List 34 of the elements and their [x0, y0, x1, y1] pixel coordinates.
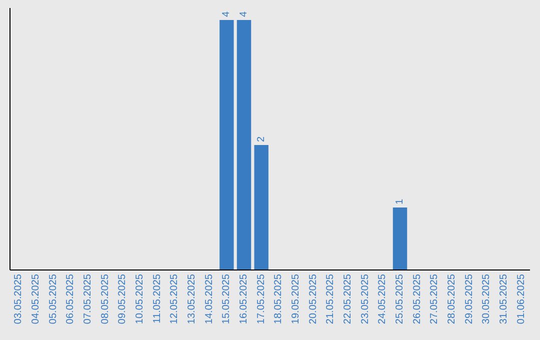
x-tick-label: 30.05.2025	[481, 274, 492, 324]
x-tick-label: 16.05.2025	[238, 274, 250, 324]
x-tick-label: 03.05.2025	[13, 274, 24, 324]
x-tick-label: 21.05.2025	[325, 274, 336, 324]
x-tick-label: 18.05.2025	[273, 274, 284, 324]
x-tick-label: 27.05.2025	[429, 274, 440, 324]
x-tick-label: 22.05.2025	[342, 274, 354, 324]
x-tick-label: 06.05.2025	[65, 274, 76, 324]
x-tick-label: 07.05.2025	[82, 274, 94, 324]
x-tick-label: 31.05.2025	[498, 274, 510, 324]
x-tick-label: 12.05.2025	[169, 274, 180, 324]
x-tick-label: 25.05.2025	[394, 274, 406, 324]
data-label: 2	[256, 136, 267, 142]
x-tick-label: 11.05.2025	[152, 274, 163, 324]
x-tick-label: 20.05.2025	[308, 274, 319, 324]
data-label: 4	[238, 11, 250, 17]
x-tick-label: 14.05.2025	[204, 274, 215, 324]
x-tick-label: 15.05.2025	[221, 274, 232, 324]
x-tick-label: 05.05.2025	[48, 274, 59, 324]
x-tick-label: 04.05.2025	[30, 274, 42, 324]
x-tick-label: 26.05.2025	[412, 274, 423, 324]
x-tick-label: 13.05.2025	[186, 274, 198, 324]
x-tick-label: 08.05.2025	[100, 274, 111, 324]
x-tick-label: 10.05.2025	[134, 274, 146, 324]
data-label: 1	[394, 198, 406, 204]
x-tick-label: 17.05.2025	[256, 274, 267, 324]
x-tick-label: 09.05.2025	[117, 274, 128, 324]
x-tick-label: 29.05.2025	[464, 274, 475, 324]
data-label: 4	[221, 11, 232, 17]
x-tick-label: 19.05.2025	[290, 274, 302, 324]
x-tick-label: 01.06.2025	[516, 274, 527, 324]
x-tick-label: 28.05.2025	[446, 274, 458, 324]
x-tick-label: 23.05.2025	[360, 274, 371, 324]
x-tick-label: 24.05.2025	[377, 274, 388, 324]
